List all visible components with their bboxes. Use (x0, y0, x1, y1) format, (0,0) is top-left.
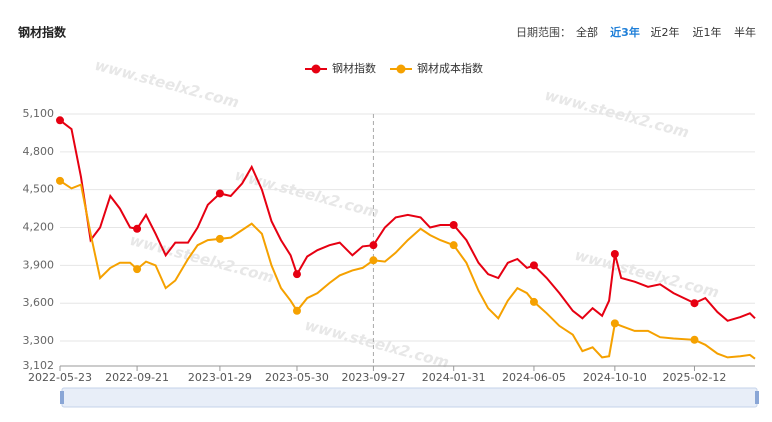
x-tick-label: 2024-01-31 (422, 371, 486, 384)
point-marker (369, 256, 378, 265)
point-marker (369, 241, 378, 250)
x-tick-label: 2023-01-29 (188, 371, 252, 384)
point-marker (610, 319, 619, 328)
range-option[interactable]: 全部 (576, 25, 598, 39)
x-tick-label: 2025-02-12 (663, 371, 727, 384)
x-tick-label: 2023-05-30 (265, 371, 329, 384)
zoom-handle-left[interactable] (60, 391, 64, 404)
point-marker (690, 335, 699, 344)
point-marker (215, 189, 224, 198)
legend-label[interactable]: 钢材指数 (332, 61, 376, 75)
range-option[interactable]: 近3年 (610, 25, 640, 39)
point-marker (133, 224, 142, 233)
point-marker (690, 299, 699, 308)
point-marker (449, 220, 458, 229)
range-option[interactable]: 近1年 (693, 25, 722, 39)
y-tick-label: 4,200 (23, 221, 55, 234)
y-tick-label: 3,300 (23, 334, 55, 347)
x-tick-label: 2024-10-10 (583, 371, 647, 384)
x-tick-label: 2022-05-23 (28, 371, 92, 384)
page-title: 钢材指数 (18, 25, 67, 40)
point-marker (56, 176, 64, 185)
series-line (59, 119, 756, 322)
point-marker (610, 250, 619, 258)
range-option[interactable]: 近2年 (651, 25, 680, 39)
range-option[interactable]: 半年 (734, 25, 756, 39)
x-tick-label: 2024-06-05 (502, 371, 566, 384)
point-marker (56, 116, 64, 125)
zoom-slider[interactable] (61, 387, 758, 408)
y-tick-label: 4,500 (23, 183, 55, 196)
x-tick-label: 2022-09-21 (105, 371, 169, 384)
watermark: www.steelx2.com (93, 56, 241, 112)
watermark: www.steelx2.com (128, 231, 276, 287)
point-marker (449, 241, 458, 250)
zoom-handle-right[interactable] (755, 391, 759, 404)
x-tick-label: 2023-09-27 (341, 371, 405, 384)
y-tick-label: 4,800 (23, 145, 55, 158)
legend-label[interactable]: 钢材成本指数 (417, 61, 483, 75)
point-marker (292, 270, 301, 279)
legend-dot (311, 64, 321, 74)
point-marker (529, 297, 538, 306)
y-tick-label: 5,100 (23, 107, 55, 120)
watermark: www.steelx2.com (303, 316, 451, 372)
point-marker (133, 265, 142, 274)
y-tick-label: 3,600 (23, 296, 55, 309)
y-tick-label: 3,900 (23, 258, 55, 271)
y-tick-label: 3,102 (23, 359, 55, 372)
legend-dot (396, 64, 406, 74)
point-marker (215, 234, 224, 243)
series-line (59, 179, 756, 360)
point-marker (292, 306, 301, 315)
watermark: www.steelx2.com (573, 246, 721, 302)
point-marker (529, 261, 538, 270)
range-label: 日期范围： (516, 25, 571, 39)
